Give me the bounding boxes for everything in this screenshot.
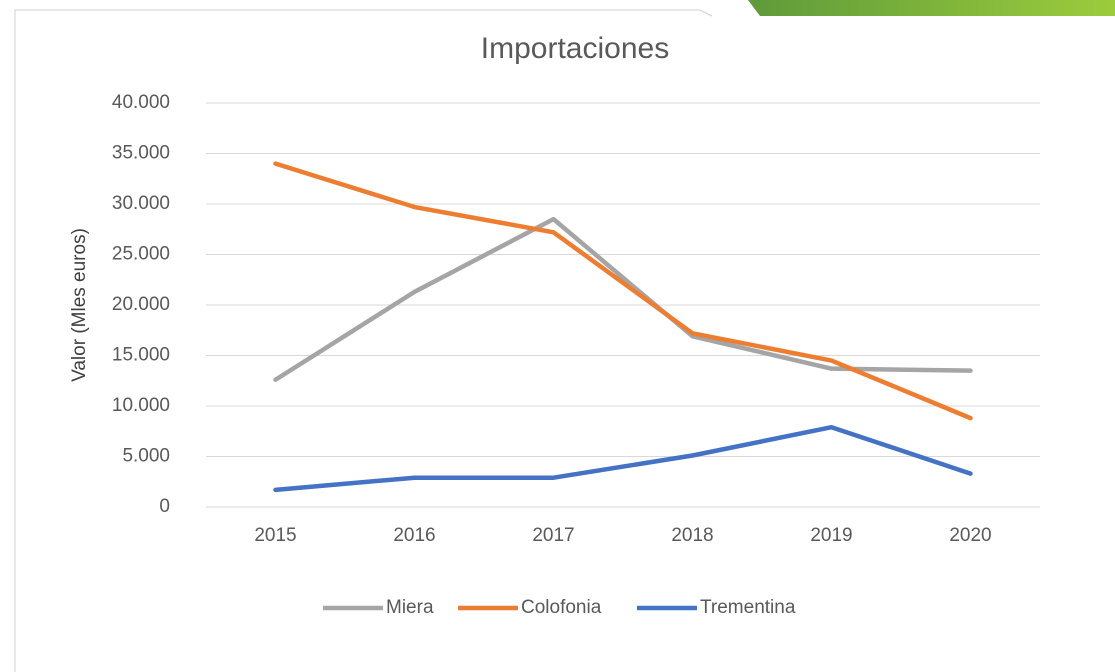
y-tick-label: 35.000: [112, 143, 170, 164]
x-tick-label: 2019: [810, 525, 852, 546]
chart-border: [14, 9, 713, 672]
y-axis-label: Valor (Mles euros): [69, 228, 90, 382]
legend-label: Miera: [386, 597, 434, 618]
y-tick-label: 40.000: [112, 92, 170, 113]
x-tick-label: 2020: [949, 525, 991, 546]
x-tick-label: 2018: [671, 525, 713, 546]
y-tick-label: 30.000: [112, 193, 170, 214]
x-tick-label: 2016: [393, 525, 435, 546]
y-tick-label: 25.000: [112, 244, 170, 265]
legend-label: Trementina: [700, 597, 796, 618]
y-tick-label: 10.000: [112, 395, 170, 416]
chart-title: Importaciones: [481, 32, 669, 65]
series-line: [273, 424, 973, 493]
y-tick-label: 15.000: [112, 345, 170, 366]
x-tick-label: 2015: [254, 525, 296, 546]
series-line: [273, 161, 973, 421]
decoration: [748, 0, 1115, 16]
y-tick-label: 0: [159, 496, 170, 517]
x-tick-label: 2017: [532, 525, 574, 546]
legend-label: Colofonia: [521, 597, 602, 618]
y-tick-label: 20.000: [112, 294, 170, 315]
y-tick-label: 5.000: [122, 446, 170, 467]
